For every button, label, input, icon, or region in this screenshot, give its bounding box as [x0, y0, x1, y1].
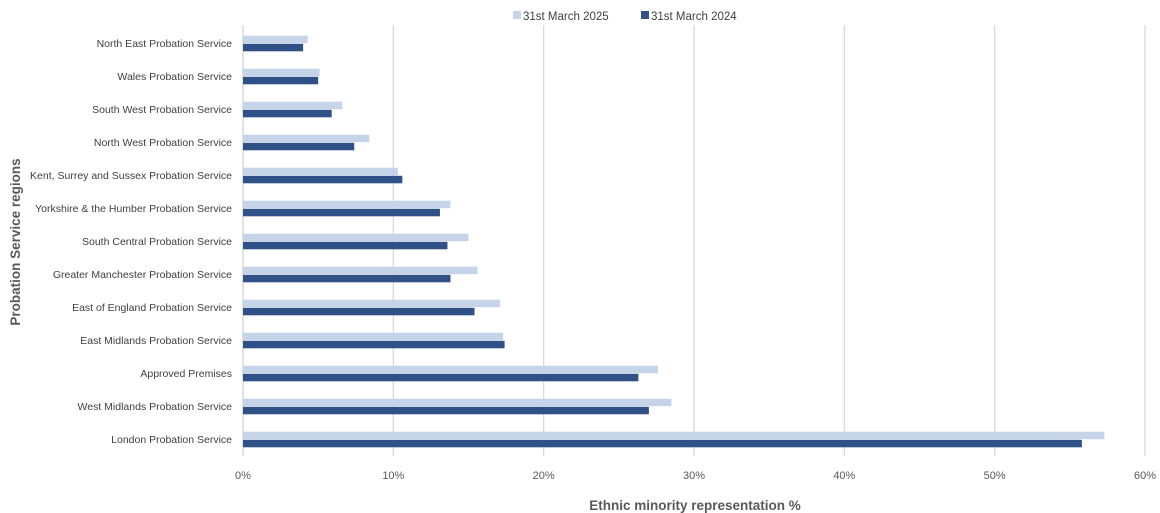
- bar-series-2: [243, 308, 475, 316]
- legend-swatch: [513, 11, 521, 19]
- bar-series-2: [243, 407, 649, 415]
- category-label: West Midlands Probation Service: [78, 401, 233, 413]
- bar-series-1: [243, 69, 320, 77]
- bar-series-1: [243, 168, 398, 176]
- bar-series-2: [243, 44, 303, 52]
- bar-series-2: [243, 374, 638, 382]
- bar-series-1: [243, 399, 671, 407]
- x-tick-label: 10%: [382, 470, 404, 482]
- legend: 31st March 2025 31st March 2024: [513, 11, 737, 23]
- bar-series-2: [243, 440, 1082, 448]
- category-label: East Midlands Probation Service: [80, 335, 232, 347]
- bar-series-1: [243, 333, 503, 341]
- y-axis-title: Probation Service regions: [8, 158, 23, 325]
- x-tick-label: 0%: [235, 470, 251, 482]
- bar-series-1: [243, 366, 658, 374]
- bar-series-1: [243, 432, 1104, 440]
- bar-series-2: [243, 143, 354, 151]
- category-label: Greater Manchester Probation Service: [53, 269, 232, 281]
- bar-series-1: [243, 102, 342, 110]
- category-label: North West Probation Service: [94, 137, 232, 149]
- category-label: Wales Probation Service: [117, 71, 232, 83]
- bar-series-2: [243, 209, 440, 217]
- bar-series-2: [243, 77, 318, 85]
- bar-series-2: [243, 341, 505, 349]
- legend-label: 31st March 2024: [651, 11, 737, 23]
- x-tick-label: 40%: [833, 470, 855, 482]
- bars: [243, 36, 1104, 448]
- bar-series-1: [243, 36, 308, 44]
- category-label: South West Probation Service: [92, 104, 232, 116]
- x-axis-title: Ethnic minority representation %: [589, 498, 801, 513]
- x-tick-label: 50%: [984, 470, 1006, 482]
- legend-swatch: [641, 11, 649, 19]
- bar-series-1: [243, 201, 450, 209]
- bar-series-2: [243, 176, 402, 184]
- x-tick-label: 20%: [533, 470, 555, 482]
- category-label: South Central Probation Service: [82, 236, 232, 248]
- bar-series-1: [243, 300, 500, 308]
- x-tick-label: 30%: [683, 470, 705, 482]
- legend-label: 31st March 2025: [523, 11, 609, 23]
- bar-series-2: [243, 242, 447, 250]
- category-label: Yorkshire & the Humber Probation Service: [35, 203, 232, 215]
- bar-series-1: [243, 267, 478, 275]
- category-label: East of England Probation Service: [72, 302, 232, 314]
- x-tick-labels: 0% 10% 20% 30% 40% 50% 60%: [235, 470, 1156, 482]
- category-labels: North East Probation Service Wales Probat…: [30, 38, 232, 446]
- bar-series-2: [243, 110, 332, 118]
- bar-series-1: [243, 135, 369, 143]
- category-label: North East Probation Service: [97, 38, 233, 50]
- category-label: Kent, Surrey and Sussex Probation Servic…: [30, 170, 232, 182]
- bar-series-1: [243, 234, 469, 242]
- category-label: Approved Premises: [140, 368, 232, 380]
- x-tick-label: 60%: [1134, 470, 1156, 482]
- category-label: London Probation Service: [111, 434, 232, 446]
- bar-series-2: [243, 275, 450, 283]
